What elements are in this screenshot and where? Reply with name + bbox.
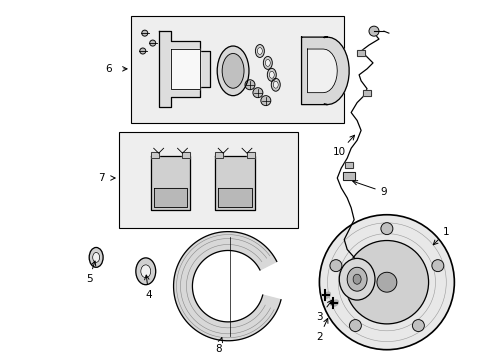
Ellipse shape [267, 68, 276, 81]
Bar [362, 90, 370, 96]
Circle shape [260, 96, 270, 105]
Text: 7: 7 [98, 173, 104, 183]
Bar [119, 132, 297, 228]
Ellipse shape [339, 258, 374, 300]
Bar [150, 152, 158, 158]
Polygon shape [307, 49, 337, 93]
Ellipse shape [217, 46, 248, 96]
Bar [150, 152, 158, 158]
Polygon shape [218, 188, 251, 207]
Circle shape [349, 320, 361, 332]
Polygon shape [150, 156, 190, 210]
Ellipse shape [263, 57, 272, 69]
Ellipse shape [257, 48, 262, 54]
Ellipse shape [269, 71, 274, 78]
Ellipse shape [89, 247, 103, 267]
Text: 8: 8 [214, 338, 222, 354]
Bar [182, 152, 190, 158]
Bar [131, 16, 344, 123]
Text: 3: 3 [315, 300, 331, 322]
Bar [343, 172, 354, 180]
Ellipse shape [346, 267, 366, 291]
Bar [356, 50, 365, 56]
Bar [345, 162, 352, 168]
Ellipse shape [332, 300, 338, 306]
Circle shape [345, 240, 427, 324]
Circle shape [252, 88, 263, 98]
Ellipse shape [141, 265, 150, 278]
Ellipse shape [222, 54, 244, 88]
Text: 4: 4 [144, 275, 152, 300]
Ellipse shape [265, 59, 270, 66]
Circle shape [140, 48, 145, 54]
Polygon shape [170, 49, 200, 89]
Polygon shape [215, 156, 254, 210]
Bar [246, 152, 254, 158]
Bar [362, 90, 370, 96]
Text: 9: 9 [352, 181, 386, 197]
Text: 6: 6 [105, 64, 112, 74]
Circle shape [329, 260, 341, 271]
Ellipse shape [271, 78, 280, 91]
Circle shape [319, 215, 453, 350]
Circle shape [411, 320, 424, 332]
Polygon shape [301, 37, 348, 105]
Text: 1: 1 [432, 226, 449, 245]
Ellipse shape [136, 258, 155, 285]
Text: 2: 2 [315, 319, 327, 342]
Bar [356, 50, 365, 56]
Polygon shape [173, 231, 281, 341]
Circle shape [431, 260, 443, 271]
Ellipse shape [324, 292, 330, 298]
Text: 5: 5 [86, 261, 96, 284]
Text: 10: 10 [332, 135, 354, 157]
Circle shape [149, 40, 155, 46]
Circle shape [380, 223, 392, 235]
Circle shape [142, 30, 147, 36]
Polygon shape [153, 188, 187, 207]
Circle shape [368, 26, 378, 36]
Circle shape [376, 272, 396, 292]
Ellipse shape [93, 252, 100, 262]
Ellipse shape [352, 274, 360, 284]
Bar [182, 152, 190, 158]
Bar [215, 152, 223, 158]
Circle shape [244, 80, 254, 90]
Bar [343, 172, 354, 180]
Bar [345, 162, 352, 168]
Polygon shape [158, 31, 210, 107]
Ellipse shape [273, 81, 278, 88]
Ellipse shape [255, 45, 264, 58]
Bar [246, 152, 254, 158]
Bar [215, 152, 223, 158]
